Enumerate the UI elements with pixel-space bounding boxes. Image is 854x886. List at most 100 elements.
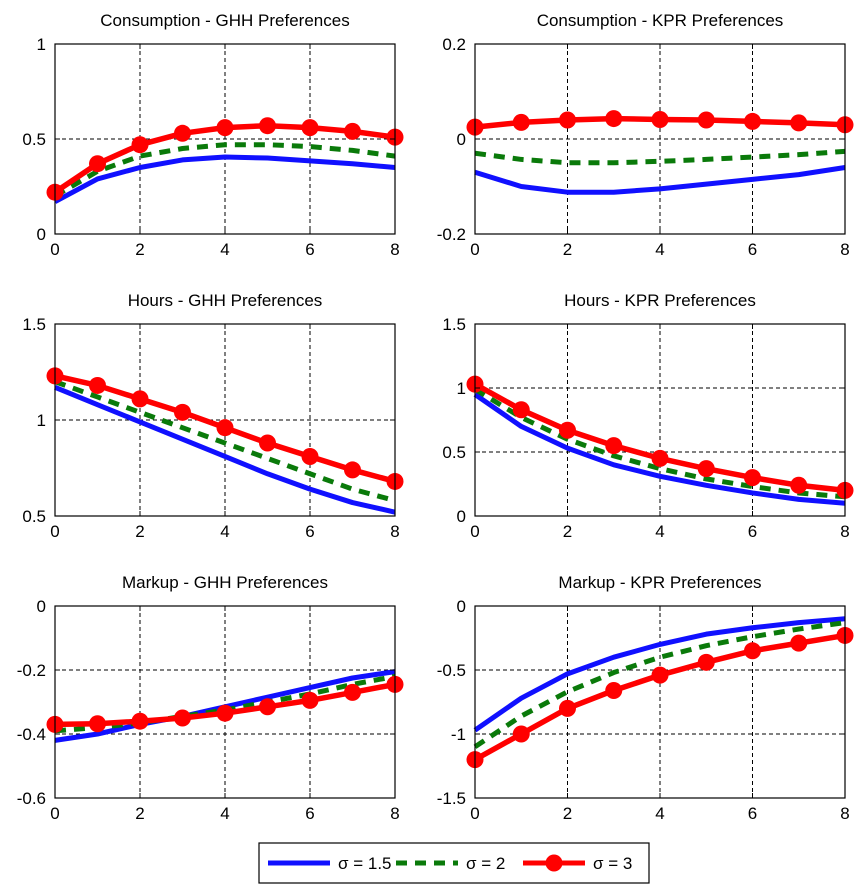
series-marker bbox=[744, 642, 761, 660]
x-tick-label: 4 bbox=[655, 522, 664, 541]
series-marker bbox=[559, 699, 576, 717]
subplot-1: Consumption - GHH Preferences 0 2 4 6 8 0 0.5 1 bbox=[22, 11, 404, 259]
series-marker bbox=[344, 122, 361, 140]
series-marker bbox=[697, 460, 715, 478]
legend-label: σ = 1.5 bbox=[338, 854, 392, 873]
series-marker bbox=[89, 715, 106, 733]
y-tick-label: -0.4 bbox=[17, 725, 46, 744]
series-marker bbox=[512, 113, 530, 131]
series-marker bbox=[131, 712, 149, 730]
series-marker bbox=[512, 401, 530, 419]
x-tick-label: 4 bbox=[655, 240, 664, 259]
subplot-title: Hours - GHH Preferences bbox=[128, 291, 323, 310]
x-tick-label: 8 bbox=[840, 522, 849, 541]
subplot-3: Hours - GHH Preferences 0 2 4 6 8 0.5 1 1.5 bbox=[22, 291, 404, 541]
x-tick-label: 0 bbox=[470, 522, 479, 541]
x-tick-label: 6 bbox=[305, 522, 314, 541]
series-marker bbox=[344, 683, 361, 701]
x-tick-label: 6 bbox=[305, 804, 314, 823]
x-tick-label: 6 bbox=[748, 522, 757, 541]
x-tick-label: 4 bbox=[220, 522, 229, 541]
y-tick-label: 1 bbox=[457, 379, 466, 398]
series-line-1 bbox=[53, 154, 396, 204]
series-marker bbox=[259, 698, 276, 716]
series-line-1 bbox=[474, 165, 846, 195]
series-marker bbox=[790, 634, 808, 652]
series-line-2 bbox=[473, 620, 846, 749]
series-marker bbox=[651, 666, 669, 684]
series-marker bbox=[89, 376, 106, 394]
series-marker bbox=[301, 691, 319, 709]
x-tick-label: 8 bbox=[390, 240, 399, 259]
series-marker bbox=[174, 403, 191, 421]
subplot-title: Consumption - KPR Preferences bbox=[537, 11, 784, 30]
y-tick-label: -0.2 bbox=[17, 661, 46, 680]
y-tick-label: -0.2 bbox=[437, 225, 466, 244]
x-tick-label: 4 bbox=[220, 804, 229, 823]
series-marker bbox=[174, 124, 191, 142]
x-tick-label: 0 bbox=[470, 804, 479, 823]
y-tick-label: -0.6 bbox=[17, 789, 46, 808]
series-marker bbox=[559, 111, 576, 129]
legend-label: σ = 3 bbox=[593, 854, 632, 873]
y-tick-label: 1 bbox=[37, 411, 46, 430]
series-marker bbox=[744, 112, 761, 130]
subplot-4: Hours - KPR Preferences 0 2 4 6 8 0 0.5 1 1.5 bbox=[442, 291, 854, 541]
subplot-5: Markup - GHH Preferences 0 2 4 6 8 -0.6 -0.4 -0.… bbox=[17, 573, 404, 823]
series-marker bbox=[790, 476, 808, 494]
series-marker bbox=[790, 114, 808, 132]
series-line-2 bbox=[54, 379, 396, 504]
subplot-title: Consumption - GHH Preferences bbox=[100, 11, 349, 30]
x-tick-label: 8 bbox=[840, 240, 849, 259]
x-tick-label: 2 bbox=[563, 522, 572, 541]
x-tick-label: 2 bbox=[135, 522, 144, 541]
subplot-title: Markup - KPR Preferences bbox=[558, 573, 761, 592]
series-line-1 bbox=[473, 616, 846, 733]
legend-marker bbox=[545, 854, 563, 872]
series-marker bbox=[605, 681, 623, 699]
series-marker bbox=[259, 117, 276, 135]
x-tick-label: 0 bbox=[50, 240, 59, 259]
legend: σ = 1.5 σ = 2 σ = 3 bbox=[258, 842, 650, 884]
series-marker bbox=[131, 390, 149, 408]
x-tick-label: 6 bbox=[748, 804, 757, 823]
x-tick-label: 8 bbox=[390, 804, 399, 823]
series-marker bbox=[174, 709, 191, 727]
y-tick-label: 0.2 bbox=[442, 35, 466, 54]
x-tick-label: 4 bbox=[220, 240, 229, 259]
series-marker bbox=[301, 119, 319, 137]
y-tick-label: 0 bbox=[457, 507, 466, 526]
y-tick-label: 0.5 bbox=[22, 130, 46, 149]
series-marker bbox=[89, 155, 106, 173]
x-tick-label: 6 bbox=[748, 240, 757, 259]
series-marker bbox=[744, 469, 761, 487]
series-marker bbox=[605, 110, 623, 128]
series-marker bbox=[697, 653, 715, 671]
series-marker bbox=[605, 437, 623, 455]
x-tick-label: 2 bbox=[135, 240, 144, 259]
y-tick-label: 0 bbox=[37, 225, 46, 244]
y-tick-label: 0.5 bbox=[22, 507, 46, 526]
x-tick-label: 0 bbox=[50, 522, 59, 541]
y-tick-label: 0.5 bbox=[442, 443, 466, 462]
y-tick-label: -0.5 bbox=[437, 661, 466, 680]
series-marker bbox=[259, 434, 276, 452]
series-marker bbox=[131, 136, 149, 154]
series-line-1 bbox=[473, 392, 846, 506]
y-tick-label: 0 bbox=[37, 597, 46, 616]
legend-label: σ = 2 bbox=[466, 854, 505, 873]
series-marker bbox=[559, 421, 576, 439]
x-tick-label: 2 bbox=[563, 804, 572, 823]
x-tick-label: 4 bbox=[655, 804, 664, 823]
y-tick-label: 0 bbox=[457, 597, 466, 616]
y-tick-label: 1 bbox=[37, 35, 46, 54]
x-tick-label: 8 bbox=[390, 522, 399, 541]
series-marker bbox=[344, 461, 361, 479]
series-line-2 bbox=[53, 142, 396, 199]
y-tick-label: -1 bbox=[451, 725, 466, 744]
x-tick-label: 2 bbox=[135, 804, 144, 823]
x-tick-label: 8 bbox=[840, 804, 849, 823]
x-tick-label: 0 bbox=[470, 240, 479, 259]
